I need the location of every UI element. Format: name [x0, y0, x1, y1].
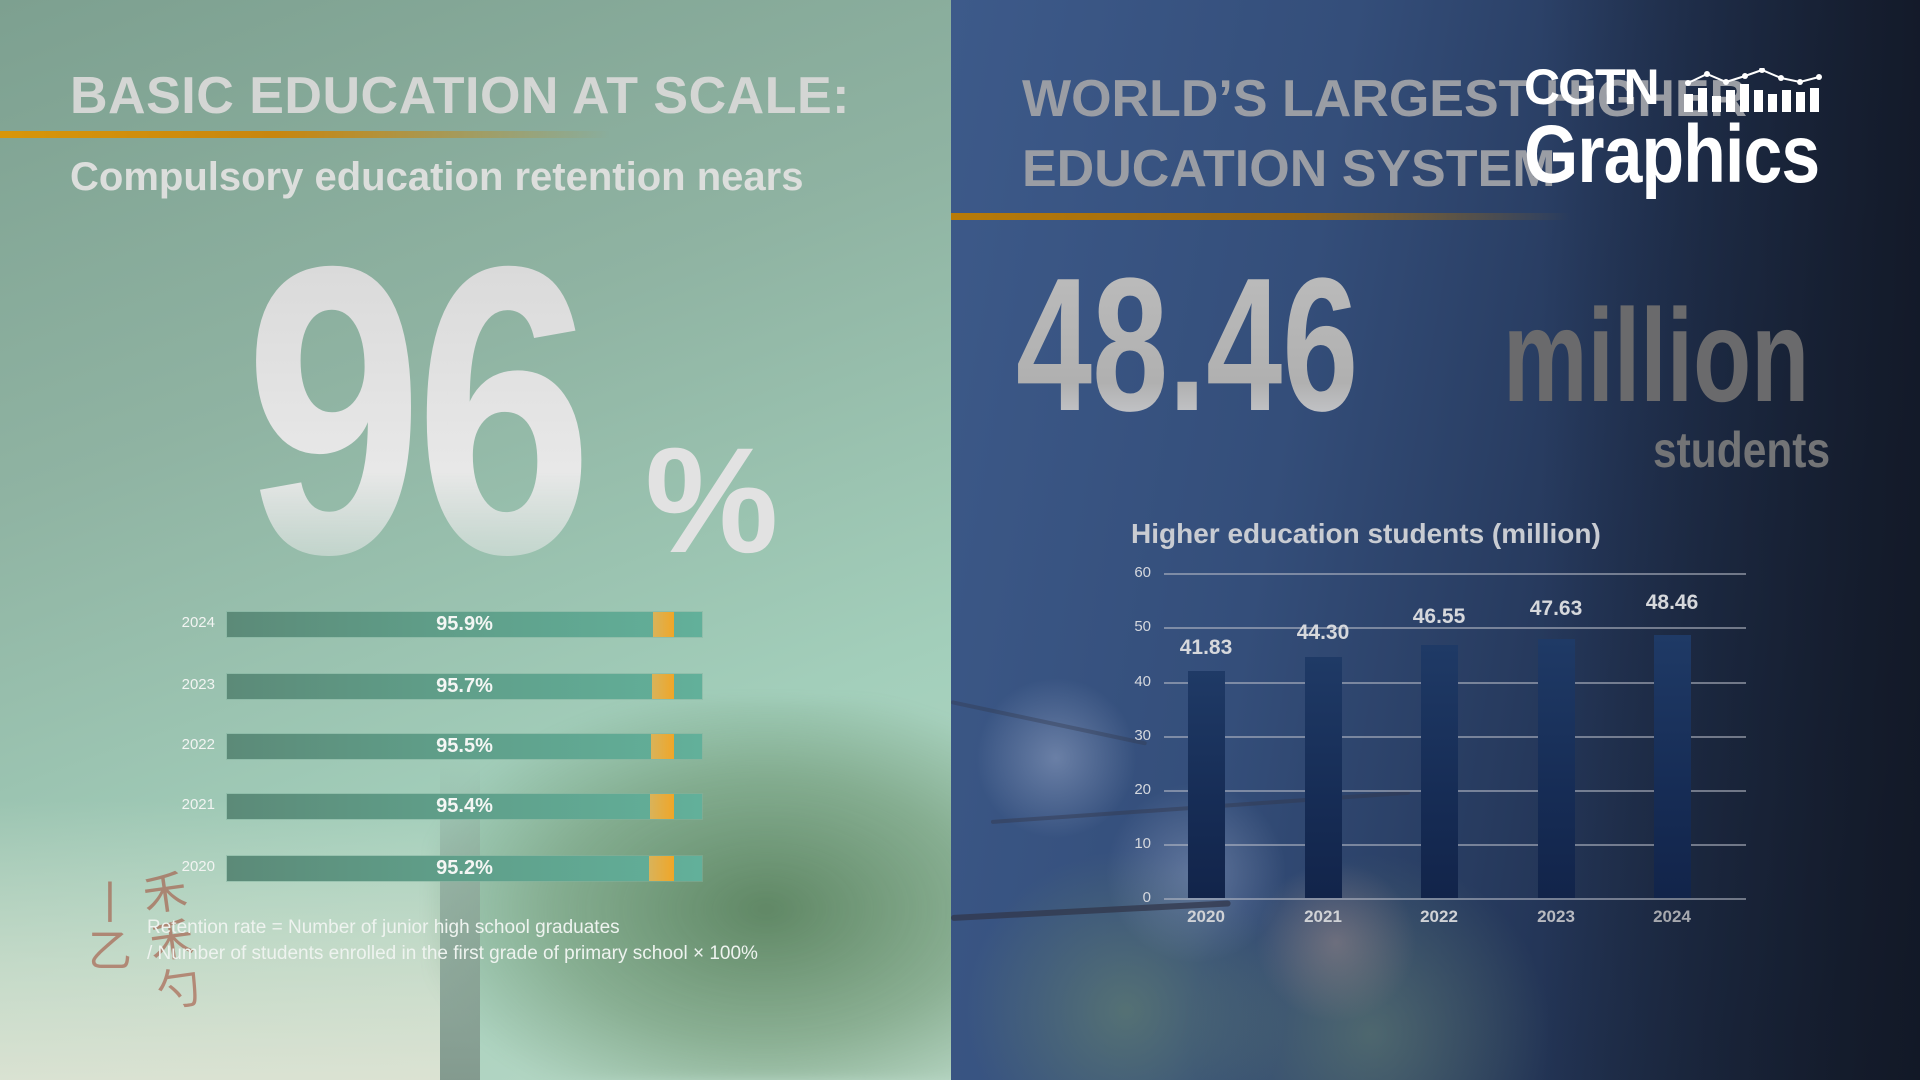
background-photo-trees	[430, 700, 951, 1080]
right-title-line-2: EDUCATION SYSTEM	[1022, 140, 1556, 198]
bar-value-label: 41.83	[1179, 636, 1233, 659]
logo-graphics-text: Graphics	[1524, 109, 1820, 200]
retention-bar	[227, 794, 702, 819]
retention-row: 2023 95.7%	[170, 674, 730, 700]
formula-line-1: Retention rate = Number of junior high s…	[147, 917, 620, 938]
retention-value: 95.5%	[436, 735, 493, 757]
headline-caption: students	[1653, 422, 1831, 478]
accent-rule	[951, 213, 1571, 220]
retention-bar	[227, 856, 702, 881]
retention-row: 2020 95.2%	[170, 856, 730, 882]
background-photo-wall	[0, 800, 440, 1080]
right-title-line-1: WORLD’S LARGEST HIGHER	[1022, 70, 1748, 128]
retention-value: 95.4%	[436, 795, 493, 817]
x-tick-label: 2022	[1420, 907, 1458, 926]
x-tick-label: 2020	[1187, 907, 1225, 926]
x-tick-label: 2021	[1304, 907, 1342, 926]
retention-gap	[650, 794, 674, 819]
year-label: 2024	[181, 614, 215, 631]
bar-2024	[1654, 635, 1691, 898]
retention-gap	[653, 612, 674, 637]
retention-value: 95.9%	[436, 613, 493, 635]
bar-value-label: 46.55	[1412, 605, 1466, 628]
bar-2021	[1305, 657, 1342, 898]
retention-gap	[652, 674, 674, 699]
retention-formula-note: Retention rate = Number of junior high s…	[147, 915, 758, 967]
y-tick-label: 10	[1134, 835, 1151, 852]
year-label: 2023	[181, 676, 215, 693]
retention-bar	[227, 734, 702, 759]
background-calligraphy: 丨乙	[88, 878, 132, 978]
accent-rule	[0, 131, 610, 138]
retention-gap	[649, 856, 674, 881]
y-tick-label: 30	[1134, 727, 1151, 744]
gridline-60	[1164, 573, 1746, 575]
x-tick-label: 2023	[1537, 907, 1575, 926]
higher-education-bar-chart: 60 50 40 30 20 10 0 41.83 44.30 46.55 47…	[1134, 564, 1746, 926]
right-panel: WORLD’S LARGEST HIGHER EDUCATION SYSTEM …	[951, 0, 1920, 1080]
gridline-0	[1164, 898, 1746, 900]
year-label: 2020	[181, 858, 215, 875]
y-tick-label: 60	[1134, 564, 1151, 581]
bar-value-label: 48.46	[1645, 591, 1699, 614]
logo-cgtn-text: CGTN	[1524, 59, 1660, 115]
retention-gap	[651, 734, 674, 759]
bar-2020	[1188, 671, 1225, 898]
retention-row: 2022 95.5%	[170, 734, 730, 760]
bar-2023	[1538, 639, 1575, 898]
year-label: 2022	[181, 736, 215, 753]
retention-row: 2024 95.9%	[170, 612, 730, 638]
y-tick-label: 50	[1134, 618, 1151, 635]
retention-bar	[227, 612, 702, 637]
retention-value: 95.7%	[436, 675, 493, 697]
formula-line-2: / Number of students enrolled in the fir…	[147, 943, 758, 964]
retention-row: 2021 95.4%	[170, 794, 730, 820]
background-cherry-blossom	[951, 620, 1651, 1080]
left-panel: 丨乙 禾禾勺 BASIC EDUCATION AT SCALE: Compuls…	[0, 0, 951, 1080]
background-shade	[1540, 0, 1920, 1080]
retention-bar	[227, 674, 702, 699]
x-tick-label: 2024	[1653, 907, 1691, 926]
headline-number: 48.46	[1016, 239, 1359, 451]
left-title: BASIC EDUCATION AT SCALE:	[70, 67, 850, 125]
bar-2022	[1421, 645, 1458, 898]
left-subtitle: Compulsory education retention nears	[70, 155, 804, 199]
headline-percent-sign: %	[645, 416, 779, 584]
y-tick-label: 20	[1134, 781, 1151, 798]
y-tick-label: 0	[1142, 889, 1151, 906]
bar-line-chart-icon	[1684, 68, 1822, 112]
year-label: 2021	[181, 796, 215, 813]
right-title: WORLD’S LARGEST HIGHER EDUCATION SYSTEM	[1022, 64, 1747, 204]
chart-title: Higher education students (million)	[1131, 518, 1601, 549]
headline-number: 96	[245, 181, 593, 639]
bar-value-label: 47.63	[1529, 597, 1583, 620]
gridline-50	[1164, 627, 1746, 629]
headline-unit: million	[1503, 282, 1810, 429]
bar-value-label: 44.30	[1296, 621, 1350, 644]
y-tick-label: 40	[1134, 673, 1151, 690]
retention-value: 95.2%	[436, 857, 493, 879]
